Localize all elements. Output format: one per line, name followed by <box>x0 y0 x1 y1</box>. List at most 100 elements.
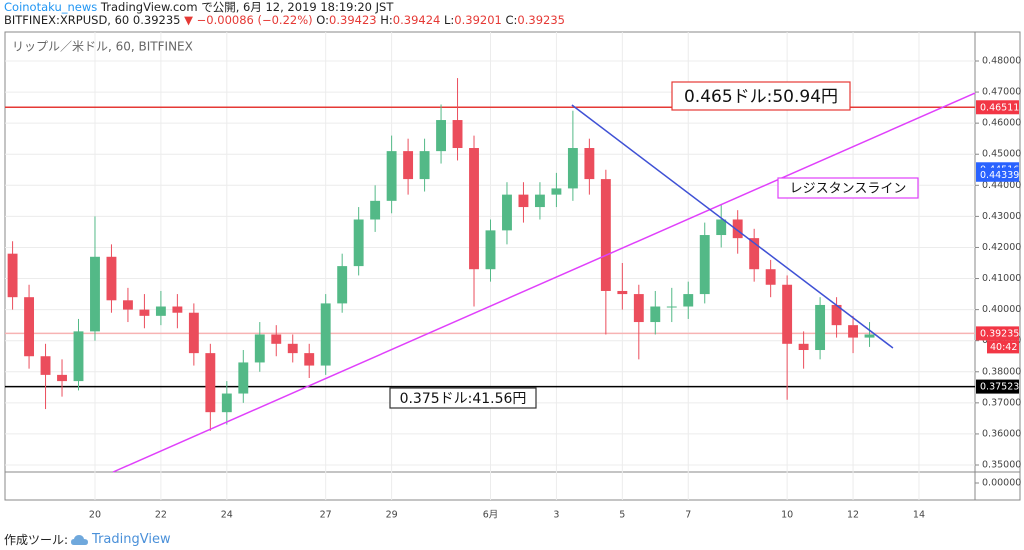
y-tick-label: 0.41000 <box>982 273 1021 284</box>
annotation-box <box>777 177 919 199</box>
candle-body <box>155 306 166 316</box>
trend-line <box>571 104 894 349</box>
x-tick-label: 3 <box>553 510 559 521</box>
y-tick-label: 0.37000 <box>982 397 1021 408</box>
x-tick-label: 14 <box>913 510 925 521</box>
countdown-tag <box>987 340 1019 354</box>
candle-body <box>106 256 117 301</box>
header-line: Coinotaku_news TradingView.com で公開, 6月 1… <box>4 1 565 14</box>
candle-body <box>716 219 727 236</box>
y-tick-label: 0.43000 <box>982 211 1021 222</box>
candle-body <box>337 266 348 304</box>
trend-line <box>112 92 976 473</box>
price-tag-label: 0.46511 <box>980 102 1019 113</box>
candle-body <box>221 393 232 413</box>
candle-body <box>650 306 661 323</box>
candle-body <box>320 303 331 366</box>
candle-body <box>485 230 496 270</box>
candle-body <box>666 306 677 308</box>
candle-body <box>617 290 628 295</box>
candle-body <box>732 219 743 239</box>
candle-body <box>172 306 183 313</box>
candle-body <box>73 331 84 382</box>
y-tick-label: 0.35000 <box>982 460 1021 471</box>
candle-body <box>353 219 364 267</box>
candle-body <box>469 148 479 270</box>
candle-body <box>518 194 529 208</box>
candle-body <box>683 294 694 307</box>
change: ▼ −0.00086 (−0.22%) <box>184 13 313 27</box>
y-tick-label: 0.45000 <box>982 149 1021 160</box>
ohlc-key: C: <box>505 13 518 27</box>
x-tick-label: 7 <box>685 510 691 521</box>
annotation-box <box>389 387 537 409</box>
price-tag <box>976 100 1019 115</box>
y-tick-label: 0.44000 <box>982 180 1021 191</box>
candle-body <box>254 334 265 363</box>
candle-body <box>386 151 397 201</box>
footer-brand: TradingView <box>92 532 171 547</box>
x-tick-label: 20 <box>89 510 101 521</box>
candle-body <box>205 353 216 413</box>
candle-body <box>782 284 793 344</box>
y-tick-label: 0.46000 <box>982 118 1021 129</box>
pane-label: リップル／米ドル, 60, BITFINEX <box>12 40 193 54</box>
candle-body <box>57 374 67 382</box>
candle-body <box>699 235 710 295</box>
header-line: BITFINEX:XRPUSD, 60 0.39235 ▼ −0.00086 (… <box>4 14 565 27</box>
footer-label: 作成ツール: <box>4 533 69 547</box>
chart-frame <box>4 31 1021 501</box>
candle-body <box>584 148 595 180</box>
candle-body <box>502 194 512 231</box>
published: TradingView.com で公開, 6月 12, 2019 18:19:2… <box>100 0 394 14</box>
x-tick-label: 27 <box>320 510 332 521</box>
candle-body <box>864 334 875 338</box>
ohlc-value: 0.39424 <box>392 13 441 27</box>
candle-body <box>436 120 446 152</box>
candle-body <box>188 312 199 354</box>
last-price: 0.39235 <box>132 13 181 27</box>
candle-body <box>90 256 100 332</box>
price-tag-label: 0.39235 <box>980 328 1019 339</box>
y-tick-label: 0.47000 <box>982 87 1021 98</box>
candle-body <box>452 120 463 149</box>
x-tick-label: 24 <box>221 510 233 521</box>
price-tag <box>976 167 1019 182</box>
y-tick-label: 0.48000 <box>982 55 1021 66</box>
ohlc-value: 0.39235 <box>517 13 565 27</box>
candle-body <box>633 294 644 323</box>
ohlc-value: 0.39423 <box>329 13 377 27</box>
candle-body <box>567 148 578 189</box>
candle-body <box>749 238 760 270</box>
symbol: BITFINEX:XRPUSD, 60 <box>4 13 130 27</box>
x-tick-label: 6月 <box>483 510 499 521</box>
ohlc-value: 0.39201 <box>454 13 502 27</box>
y-tick-label: 0.36000 <box>982 428 1021 439</box>
candle-body <box>765 269 776 285</box>
y-tick-label: 0.40000 <box>982 304 1021 315</box>
author: Coinotaku_news <box>4 0 98 14</box>
price-tag <box>976 326 1019 341</box>
ohlc-key: H: <box>380 13 393 27</box>
candle-body <box>238 362 249 394</box>
candle-body <box>139 309 150 316</box>
price-tag <box>976 379 1019 394</box>
candle-body <box>419 151 430 180</box>
candle-body <box>815 304 826 351</box>
candle-body <box>304 353 315 366</box>
candle-body <box>798 343 809 351</box>
price-tag-label: 0.44339 <box>980 170 1019 181</box>
ohlc-key: O: <box>316 13 330 27</box>
candle-body <box>600 179 611 291</box>
countdown: 40:42 <box>990 342 1017 353</box>
candle-body <box>831 304 842 326</box>
x-tick-label: 12 <box>847 510 859 521</box>
annotation: 0.375ドル:41.56円 <box>400 391 527 407</box>
candle-body <box>848 325 858 338</box>
annotation: レジスタンスライン <box>790 182 907 197</box>
header: Coinotaku_news TradingView.com で公開, 6月 1… <box>4 1 565 27</box>
candle-body <box>551 188 562 195</box>
y-tick-label: 0.00000 <box>982 478 1021 489</box>
logo <box>71 534 89 545</box>
price-tag-label: 0.37523 <box>980 382 1019 393</box>
